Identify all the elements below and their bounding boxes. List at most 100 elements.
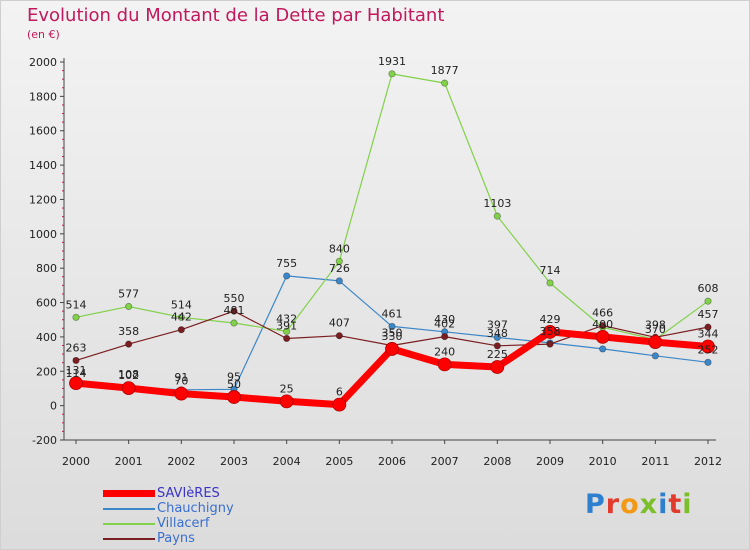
data-label-2: 432: [276, 312, 297, 325]
x-tick-label: 2012: [694, 455, 722, 468]
data-point-2: [704, 297, 712, 305]
data-label-0: 6: [336, 386, 343, 399]
x-tick-label: 2007: [431, 455, 459, 468]
data-point-2: [388, 70, 396, 78]
data-label-1: 397: [487, 318, 508, 331]
y-tick-label: 400: [36, 331, 57, 344]
data-label-1: 91: [174, 371, 188, 384]
logo-letter: i: [658, 489, 669, 520]
data-point-1: [283, 272, 291, 280]
data-label-0: 370: [645, 323, 666, 336]
data-label-1: 755: [276, 257, 297, 270]
y-tick-label: 1400: [29, 159, 57, 172]
data-point-0: [121, 381, 136, 396]
data-point-2: [125, 302, 133, 311]
legend-swatch-1: [103, 507, 155, 510]
data-label-1: 108: [118, 368, 139, 381]
data-point-3: [493, 342, 501, 350]
data-labels: 114 108 91 95 755 726 461 430 397 252 514 577 514 481…: [66, 55, 719, 399]
y-tick-label: 600: [36, 297, 57, 310]
data-point-3: [704, 323, 712, 331]
chart-unit: (en €): [27, 28, 60, 41]
data-label-0: 225: [487, 348, 508, 361]
data-label-3: 550: [224, 292, 245, 305]
data-point-1: [651, 352, 659, 360]
legend-swatch-0: [103, 490, 155, 497]
data-label-3: 466: [592, 307, 613, 320]
data-label-2: 1103: [483, 197, 511, 210]
data-label-2: 1877: [431, 64, 459, 77]
data-point-2: [493, 212, 501, 220]
y-tick-label: 1000: [29, 228, 57, 241]
data-point-3: [177, 326, 185, 334]
data-point-0: [227, 390, 241, 404]
data-point-1: [493, 333, 501, 342]
legend-swatch-2: [103, 522, 155, 525]
logo-letter: P: [585, 489, 606, 520]
data-point-3: [230, 307, 238, 315]
legend-label-1: Chauchigny: [157, 501, 234, 516]
data-label-3: 442: [171, 311, 192, 324]
y-tick-label: -200: [32, 434, 57, 447]
data-label-2: 514: [171, 298, 192, 311]
data-point-3: [72, 356, 80, 365]
x-tick-label: 2004: [273, 455, 301, 468]
data-label-0: 429: [540, 313, 561, 326]
data-label-3: 402: [434, 318, 455, 331]
data-point-0: [701, 339, 715, 354]
logo-letter: o: [620, 489, 640, 520]
data-point-0: [437, 357, 452, 372]
legend-label-3: Payns: [157, 531, 195, 546]
data-label-0: 70: [174, 375, 188, 388]
data-point-0: [279, 394, 294, 409]
data-label-0: 400: [592, 318, 613, 331]
data-label-2: 514: [66, 298, 87, 311]
y-tick-label: 200: [36, 365, 57, 378]
data-label-0: 102: [118, 369, 139, 382]
data-label-3: 263: [66, 341, 87, 354]
legend-label-0: SAVIèRES: [157, 486, 220, 501]
data-label-3: 350: [382, 327, 403, 340]
data-point-2: [72, 313, 80, 321]
data-point-2: [335, 257, 343, 265]
x-tick-label: 2001: [115, 455, 143, 468]
data-point-2: [230, 319, 238, 327]
data-point-3: [546, 340, 554, 348]
data-label-1: 114: [66, 367, 87, 380]
data-point-2: [177, 313, 185, 321]
data-label-3: 457: [698, 308, 719, 321]
data-point-2: [441, 79, 449, 87]
data-point-1: [599, 345, 607, 353]
data-point-0: [543, 325, 557, 339]
legend-item-2: Villacerf: [103, 516, 234, 531]
y-tick-label: 800: [36, 262, 57, 275]
series-layer: [69, 70, 715, 412]
data-label-2: 1931: [378, 55, 406, 68]
legend: SAVIèRES Chauchigny Villacerf Payns: [103, 486, 234, 546]
legend-item-1: Chauchigny: [103, 501, 234, 516]
legend-swatch-3: [103, 537, 155, 540]
data-point-0: [648, 335, 663, 349]
y-tick-label: 2000: [29, 56, 57, 69]
data-label-0: 131: [66, 364, 87, 377]
data-label-3: 358: [540, 325, 561, 338]
data-point-1: [388, 322, 396, 331]
data-point-0: [595, 330, 610, 344]
x-tick-label: 2002: [167, 455, 195, 468]
data-point-0: [490, 360, 505, 374]
data-point-0: [332, 397, 347, 412]
data-label-0: 50: [227, 378, 241, 391]
x-tick-label: 2008: [483, 455, 511, 468]
logo-letter: i: [682, 489, 693, 520]
data-point-2: [546, 279, 554, 287]
data-point-0: [174, 386, 189, 401]
data-label-0: 240: [434, 345, 455, 358]
data-label-3: 358: [118, 325, 139, 338]
data-label-1: 95: [227, 370, 241, 383]
data-point-3: [599, 321, 607, 330]
x-tick-label: 2000: [62, 455, 90, 468]
data-label-0: 25: [280, 382, 294, 395]
data-label-1: 461: [382, 307, 403, 320]
